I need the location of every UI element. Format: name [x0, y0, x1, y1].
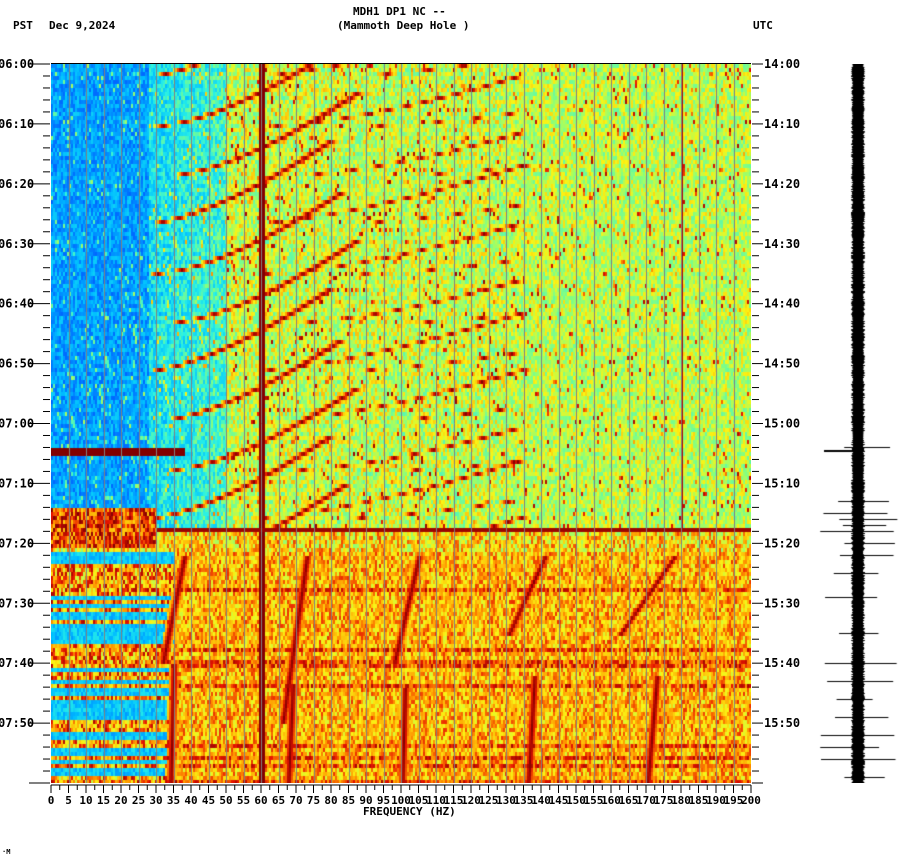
- x-tick-label: 155: [584, 794, 604, 807]
- spectrogram-heatmap: [51, 64, 751, 783]
- x-tick-label: 50: [219, 794, 232, 807]
- x-tick-label: 5: [65, 794, 72, 807]
- svg-text:15:20: 15:20: [764, 536, 800, 550]
- x-tick-label: 195: [724, 794, 744, 807]
- x-tick-label: 125: [479, 794, 499, 807]
- x-tick-label: 45: [202, 794, 215, 807]
- svg-text:14:20: 14:20: [764, 177, 800, 191]
- x-tick-label: 140: [531, 794, 551, 807]
- svg-text:14:10: 14:10: [764, 117, 800, 131]
- svg-text:15:00: 15:00: [764, 417, 800, 431]
- x-tick-label: 15: [97, 794, 110, 807]
- left-timezone-label: PST: [13, 19, 33, 32]
- x-tick-label: 40: [184, 794, 197, 807]
- svg-text:15:50: 15:50: [764, 716, 800, 730]
- x-tick-label: 145: [549, 794, 569, 807]
- x-tick-label: 175: [654, 794, 674, 807]
- x-tick-label: 130: [496, 794, 516, 807]
- x-tick-label: 35: [167, 794, 180, 807]
- x-tick-label: 30: [149, 794, 162, 807]
- x-tick-label: 75: [307, 794, 320, 807]
- svg-text:15:30: 15:30: [764, 596, 800, 610]
- x-tick-label: 150: [566, 794, 586, 807]
- station-title: MDH1 DP1 NC --: [353, 5, 446, 18]
- x-tick-label: 185: [689, 794, 709, 807]
- svg-text:07:20: 07:20: [0, 536, 34, 550]
- x-axis-label: FREQUENCY (HZ): [363, 805, 456, 818]
- svg-text:14:00: 14:00: [764, 57, 800, 71]
- x-tick-label: 85: [342, 794, 355, 807]
- svg-text:07:30: 07:30: [0, 596, 34, 610]
- x-tick-label: 20: [114, 794, 127, 807]
- corner-mark: ·M: [2, 848, 11, 856]
- svg-text:14:30: 14:30: [764, 237, 800, 251]
- date-label: Dec 9,2024: [49, 19, 116, 32]
- x-tick-label: 200: [741, 794, 761, 807]
- svg-text:07:10: 07:10: [0, 476, 34, 490]
- svg-text:06:50: 06:50: [0, 357, 34, 371]
- x-tick-label: 55: [237, 794, 250, 807]
- x-tick-label: 10: [79, 794, 92, 807]
- x-tick-label: 0: [48, 794, 55, 807]
- x-tick-label: 180: [671, 794, 691, 807]
- svg-text:07:40: 07:40: [0, 656, 34, 670]
- x-tick-label: 80: [324, 794, 337, 807]
- svg-text:14:50: 14:50: [764, 357, 800, 371]
- x-tick-label: 170: [636, 794, 656, 807]
- svg-text:15:10: 15:10: [764, 476, 800, 490]
- svg-text:07:50: 07:50: [0, 716, 34, 730]
- svg-text:06:10: 06:10: [0, 117, 34, 131]
- x-tick-label: 60: [254, 794, 267, 807]
- x-tick-label: 70: [289, 794, 302, 807]
- svg-text:14:40: 14:40: [764, 297, 800, 311]
- svg-text:06:00: 06:00: [0, 57, 34, 71]
- svg-text:06:20: 06:20: [0, 177, 34, 191]
- x-tick-label: 25: [132, 794, 145, 807]
- seismogram-trace: [810, 64, 902, 783]
- svg-text:15:40: 15:40: [764, 656, 800, 670]
- x-tick-label: 65: [272, 794, 285, 807]
- right-timezone-label: UTC: [753, 19, 773, 32]
- station-location: (Mammoth Deep Hole ): [337, 19, 470, 32]
- x-tick-label: 160: [601, 794, 621, 807]
- x-tick-label: 120: [461, 794, 481, 807]
- x-tick-label: 165: [619, 794, 639, 807]
- x-tick-label: 135: [514, 794, 534, 807]
- svg-text:07:00: 07:00: [0, 417, 34, 431]
- svg-text:06:40: 06:40: [0, 297, 34, 311]
- x-tick-label: 190: [706, 794, 726, 807]
- svg-text:06:30: 06:30: [0, 237, 34, 251]
